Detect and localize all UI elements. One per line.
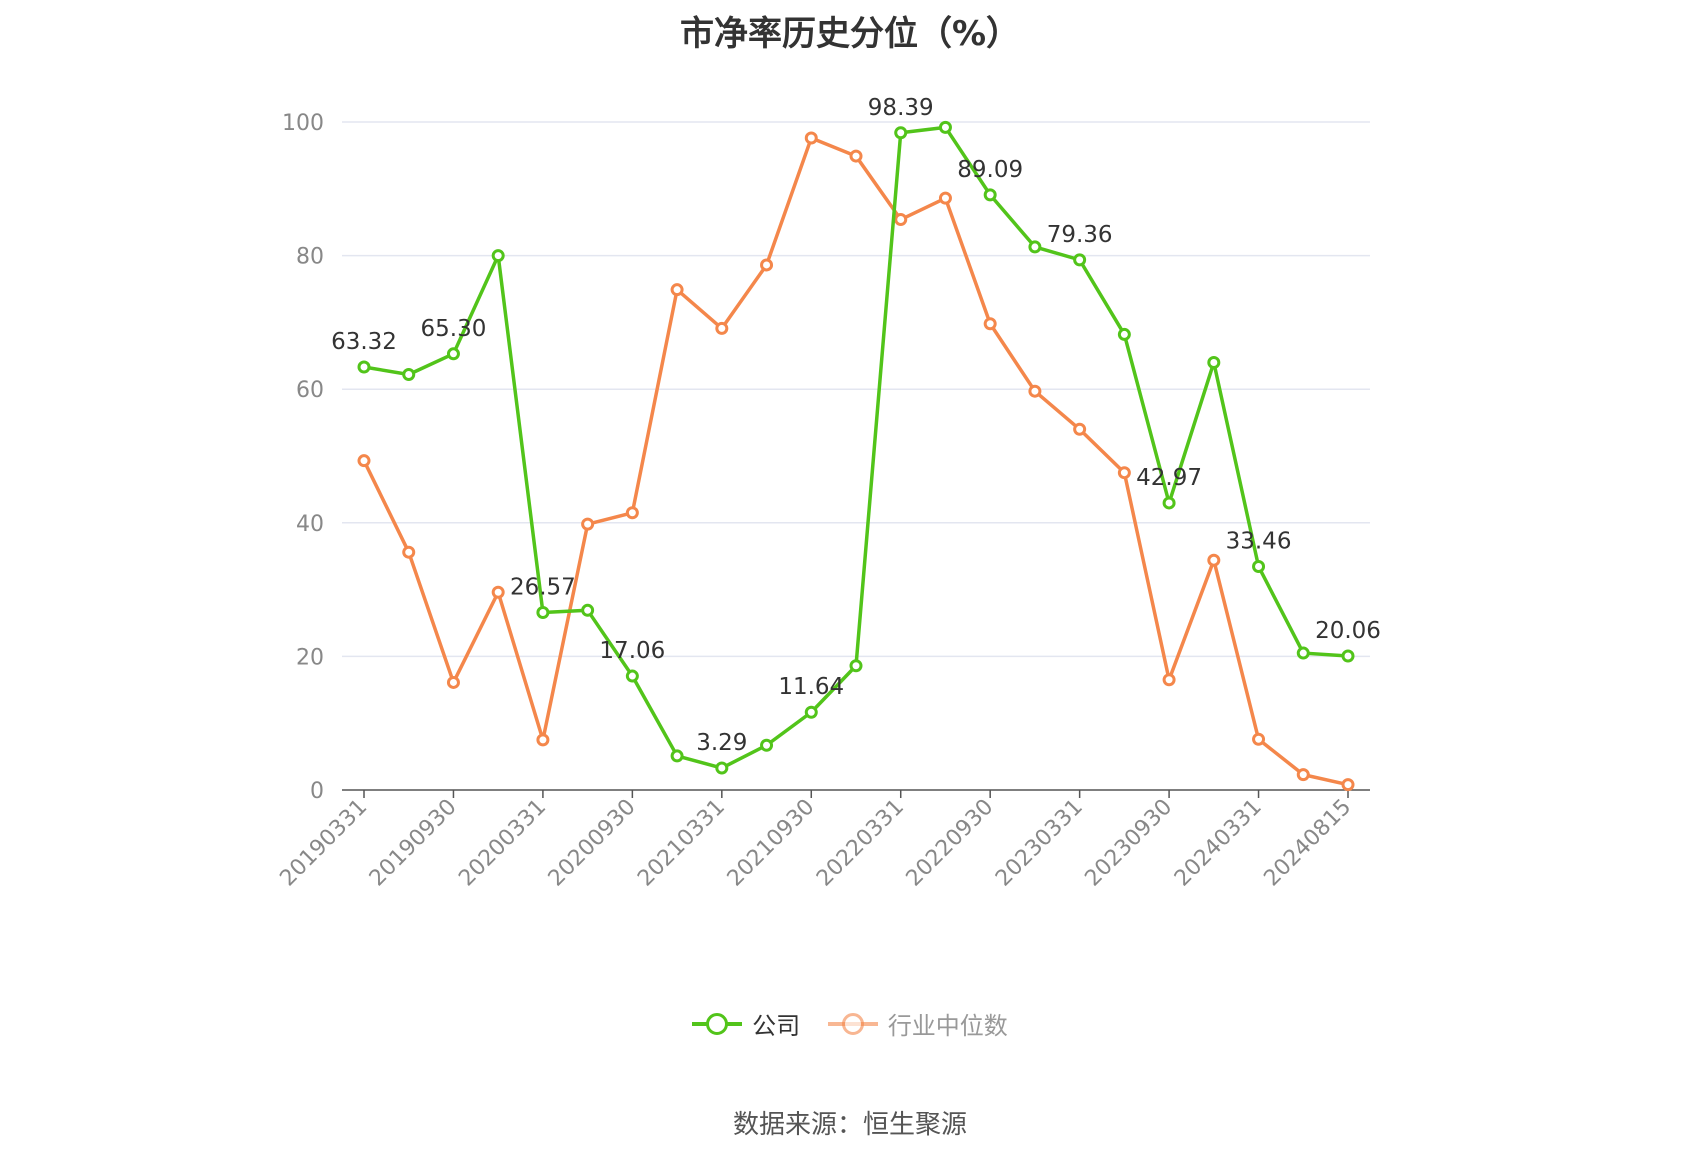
data-point-company (670, 749, 684, 763)
data-point-company (849, 659, 863, 673)
data-label: 98.39 (868, 95, 934, 121)
chart-title: 市净率历史分位（%） (679, 14, 1021, 54)
data-label: 26.57 (510, 575, 576, 601)
data-point-industry-median (1117, 466, 1131, 480)
data-point-industry-median (938, 191, 952, 205)
legend-item-company[interactable]: 公司 (692, 1006, 800, 1041)
data-point-industry-median (491, 585, 505, 599)
data-point-industry-median (760, 258, 774, 272)
x-tick-label: 20190930 (365, 795, 462, 892)
data-point-industry-median (625, 506, 639, 520)
data-point-company (1296, 646, 1310, 660)
data-point-industry-median (402, 545, 416, 559)
data-point-company (402, 368, 416, 382)
chart-plot: 0 20 40 60 80 100 2019033120190930202003312020… (275, 95, 1381, 892)
data-source: 数据来源：恒生聚源 (732, 1110, 967, 1140)
data-label: 3.29 (696, 730, 747, 756)
data-label: 17.06 (599, 638, 665, 664)
x-tick-label: 20210930 (723, 795, 820, 892)
data-point-industry-median (1252, 732, 1266, 746)
y-tick-label: 0 (310, 779, 324, 804)
data-point-industry-median (446, 675, 460, 689)
series-line-industry-median (362, 136, 1349, 787)
data-point-company (1117, 327, 1131, 341)
data-point-company (1252, 559, 1266, 573)
data-point-industry-median (983, 317, 997, 331)
data-point-company (983, 188, 997, 202)
data-point-company (1207, 355, 1221, 369)
data-label: 33.46 (1226, 528, 1292, 554)
data-point-company (625, 669, 639, 683)
x-tick-label: 20200930 (544, 795, 641, 892)
x-tick-label: 20240331 (1170, 795, 1267, 892)
data-point-company (804, 705, 818, 719)
data-point-industry-median (536, 733, 550, 747)
data-point-industry-median (849, 149, 863, 163)
data-label: 89.09 (957, 157, 1023, 183)
data-label: 20.06 (1315, 618, 1381, 644)
legend-label-industry-median: 行业中位数 (887, 1012, 1008, 1040)
data-label: 63.32 (331, 329, 397, 355)
data-point-industry-median (1028, 384, 1042, 398)
data-label: 79.36 (1047, 222, 1113, 248)
data-point-company (536, 606, 550, 620)
data-point-industry-median (357, 454, 371, 468)
x-tick-label: 20190331 (275, 795, 372, 892)
x-tick-label: 20220331 (812, 795, 909, 892)
data-point-company (1073, 253, 1087, 267)
data-point-industry-median (1073, 422, 1087, 436)
data-label: 65.30 (421, 316, 487, 342)
x-tick-label: 20240815 (1259, 795, 1356, 892)
y-tick-label: 100 (282, 111, 324, 136)
data-point-industry-median (670, 283, 684, 297)
data-label: 42.97 (1136, 465, 1202, 491)
legend-item-industry-median[interactable]: 行业中位数 (827, 1006, 1008, 1041)
data-point-industry-median (894, 213, 908, 227)
legend-label-company: 公司 (752, 1012, 801, 1040)
legend: 公司 行业中位数 (0, 1006, 1700, 1042)
data-point-company (1028, 240, 1042, 254)
x-tick-label: 20230331 (991, 795, 1088, 892)
data-point-industry-median (1341, 778, 1355, 792)
legend-line-icon (692, 1012, 743, 1036)
data-point-industry-median (1207, 553, 1221, 567)
data-point-industry-median (804, 131, 818, 145)
data-point-company (1341, 649, 1355, 663)
data-label: 11.64 (778, 674, 844, 700)
data-point-industry-median (1162, 673, 1176, 687)
data-point-company (491, 249, 505, 263)
data-point-industry-median (1296, 768, 1310, 782)
data-point-company (446, 347, 460, 361)
legend-line-icon (827, 1012, 878, 1036)
data-point-company (357, 360, 371, 374)
x-tick-label: 20220930 (902, 795, 999, 892)
data-point-company (760, 738, 774, 752)
x-tick-label: 20230930 (1080, 795, 1177, 892)
data-point-industry-median (715, 321, 729, 335)
y-tick-label: 80 (296, 245, 324, 270)
x-tick-label: 20210331 (633, 795, 730, 892)
y-tick-label: 60 (296, 378, 324, 403)
data-point-company (894, 126, 908, 140)
data-point-company (715, 761, 729, 775)
data-point-industry-median (581, 517, 595, 531)
data-point-company (1162, 496, 1176, 510)
data-point-company (581, 603, 595, 617)
data-point-company (938, 120, 952, 134)
x-tick-label: 20200331 (454, 795, 551, 892)
y-tick-label: 40 (296, 512, 324, 537)
y-tick-label: 20 (296, 645, 324, 670)
